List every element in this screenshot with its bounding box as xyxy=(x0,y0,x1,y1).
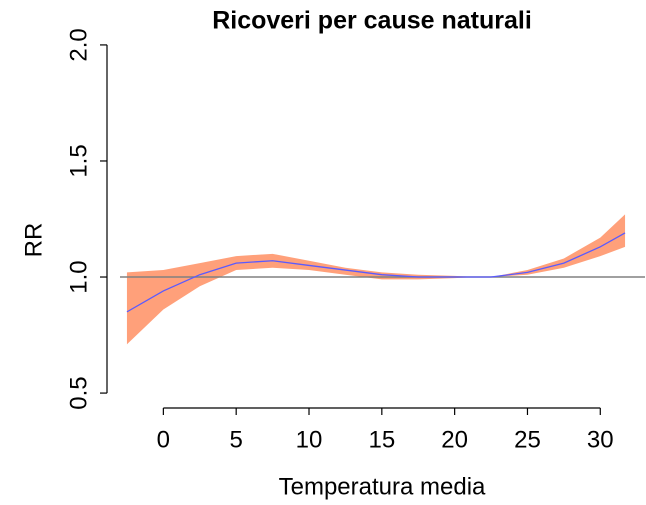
x-tick-label: 25 xyxy=(514,426,541,453)
y-tick-label: 0.5 xyxy=(65,376,92,409)
y-tick-label: 2.0 xyxy=(65,28,92,61)
x-tick-label: 15 xyxy=(368,426,395,453)
y-axis-label: RR xyxy=(20,223,47,258)
x-tick-label: 20 xyxy=(441,426,468,453)
chart-title: Ricoveri per cause naturali xyxy=(212,7,532,35)
x-tick-label: 10 xyxy=(296,426,323,453)
x-tick-label: 5 xyxy=(230,426,243,453)
x-tick-label: 0 xyxy=(157,426,170,453)
confidence-band xyxy=(126,214,626,345)
x-axis-label: Temperatura media xyxy=(279,473,486,500)
y-tick-label: 1.0 xyxy=(65,260,92,293)
rr-line xyxy=(126,232,626,313)
y-tick-label: 1.5 xyxy=(65,144,92,177)
x-tick-label: 30 xyxy=(587,426,614,453)
